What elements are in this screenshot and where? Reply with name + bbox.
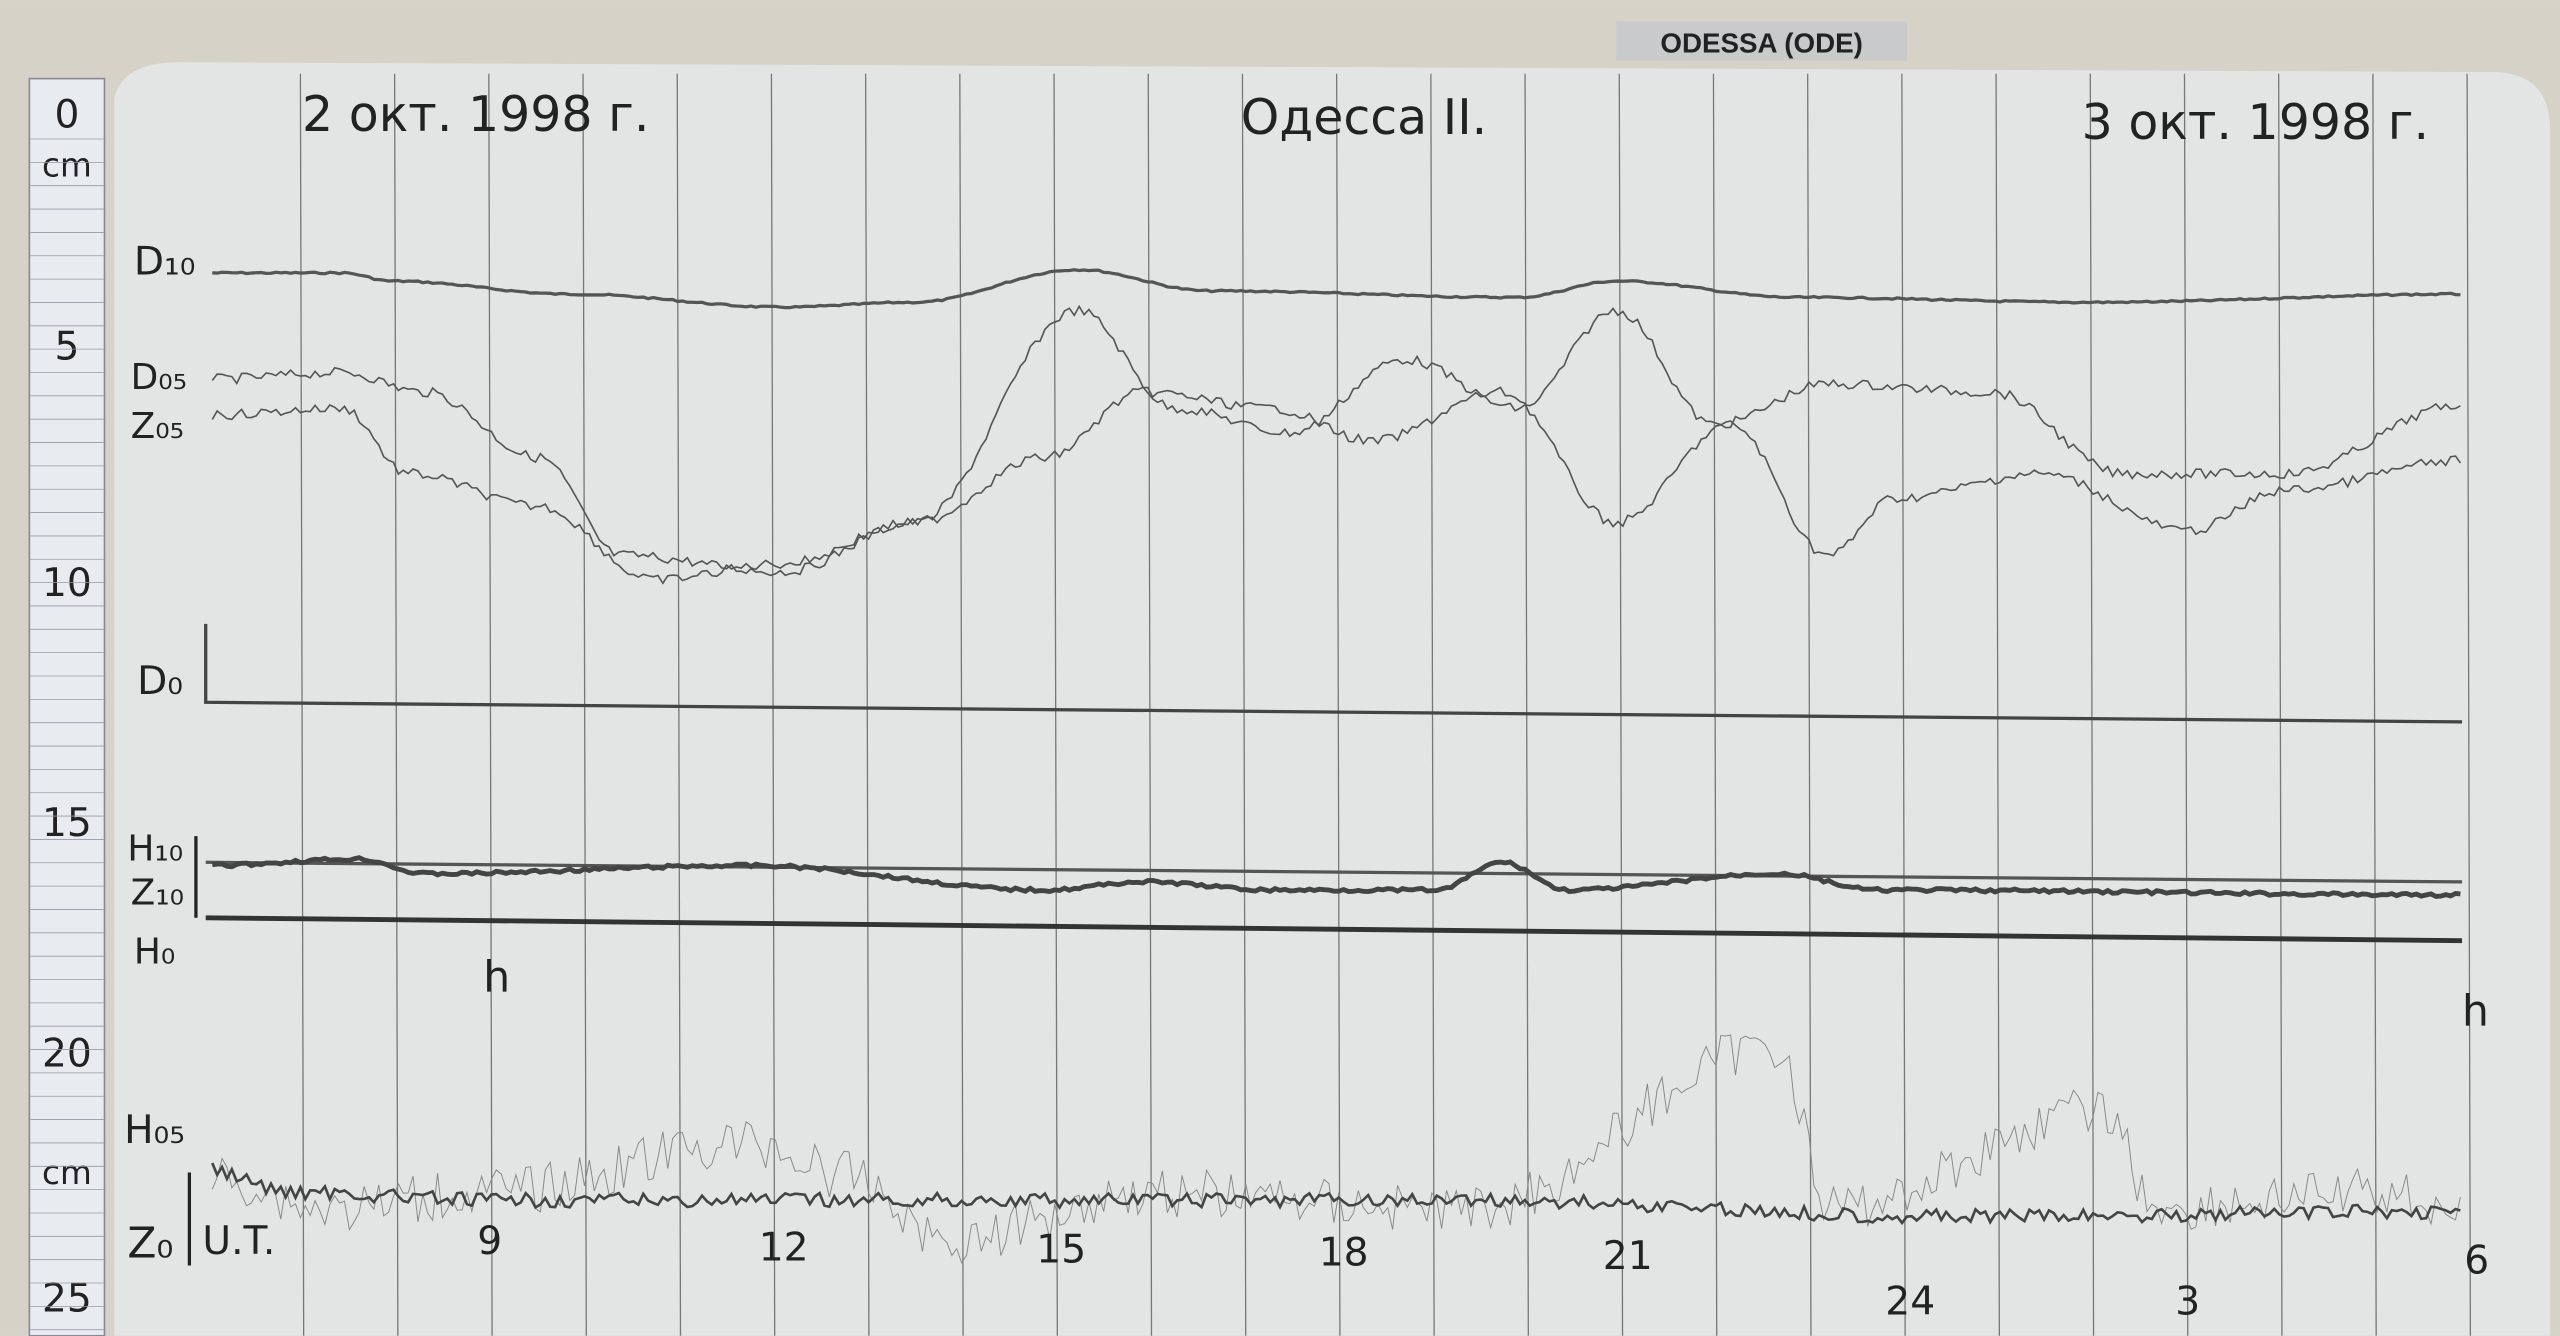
hour-gridline [1147, 73, 1153, 1336]
label-h05: H₀₅ [124, 1108, 185, 1153]
label-h10: H₁₀ [127, 829, 183, 870]
hour-gridline [1618, 73, 1624, 1336]
hour-label: 12 [759, 1226, 809, 1271]
hour-gridline [2466, 73, 2472, 1336]
label-d05: D₀₅ [131, 357, 187, 398]
hour-gridline [2089, 73, 2095, 1336]
label-d0: D₀ [137, 659, 183, 704]
trace-d05 [211, 304, 2461, 577]
trace-z05 [211, 386, 2462, 585]
hour-gridline [1712, 73, 1718, 1336]
hour-unit-left: h [483, 953, 510, 1002]
hour-gridline [1241, 73, 1247, 1336]
label-z0: Z₀ [127, 1219, 173, 1268]
hour-gridline [1053, 73, 1058, 1336]
hour-label: 9 [477, 1219, 502, 1264]
label-d10: D₁₀ [134, 240, 196, 285]
ruler-label: cm [42, 147, 92, 185]
hour-unit-right: h [2462, 988, 2489, 1037]
trace-h05 [211, 1034, 2461, 1265]
trace-h10-baseline [205, 860, 2463, 884]
ruler-label: cm [42, 1154, 92, 1192]
hour-label: 18 [1319, 1231, 1369, 1276]
ruler-label: 0 [54, 93, 79, 138]
hour-gridline [1807, 73, 1812, 1336]
hour-label: 3 [2175, 1280, 2200, 1325]
date-right: 3 окт. 1998 г. [2082, 94, 2429, 151]
station-sign [1616, 21, 1907, 61]
hour-gridline [1430, 73, 1435, 1336]
scale-ruler [28, 77, 106, 1336]
trace-z10 [211, 855, 2461, 899]
label-z10: Z₁₀ [131, 873, 184, 914]
hour-label: 24 [1885, 1280, 1935, 1325]
trace-d0-baseline [204, 623, 2463, 724]
station-title: Одесса II. [1241, 89, 1487, 146]
label-h0: H₀ [134, 932, 175, 973]
hour-label: 6 [2464, 1239, 2489, 1284]
ruler-label: 25 [42, 1276, 92, 1321]
station-sign-text: ODESSA (ODE) [1660, 27, 1862, 58]
trace-z0 [211, 1162, 2461, 1226]
hour-gridline [864, 73, 870, 1336]
ut-label: U.T. [202, 1219, 275, 1264]
hour-gridline [1901, 73, 1906, 1336]
hour-gridline [2372, 73, 2377, 1336]
hour-gridline [959, 73, 964, 1336]
ruler-label: 5 [54, 324, 79, 369]
hour-gridline [770, 73, 776, 1336]
trace-h0-baseline [205, 915, 2463, 944]
trace-d10 [212, 268, 2461, 310]
hour-label: 21 [1603, 1234, 1653, 1279]
label-z05: Z₀₅ [131, 406, 184, 447]
hour-label: 15 [1036, 1227, 1086, 1272]
date-left: 2 окт. 1998 г. [302, 86, 649, 143]
chart-paper [114, 62, 2551, 1336]
hour-gridline [1336, 73, 1341, 1336]
hour-gridline [2278, 73, 2283, 1336]
hour-gridline [676, 73, 682, 1336]
hour-gridline [2183, 73, 2189, 1336]
hour-gridline [1524, 73, 1529, 1336]
ruler-label: 10 [42, 561, 92, 606]
ruler-label: 20 [42, 1031, 92, 1076]
hour-gridline [1995, 73, 2000, 1336]
ruler-label: 15 [42, 801, 92, 846]
